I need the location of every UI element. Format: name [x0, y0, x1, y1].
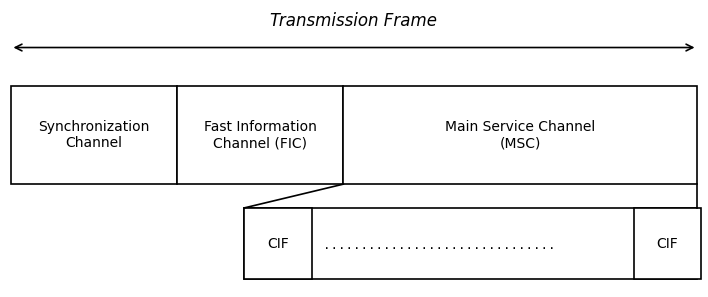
Bar [634, 208, 701, 279]
Bar [343, 86, 697, 184]
Text: Synchronization
Channel: Synchronization Channel [38, 120, 149, 150]
Bar [11, 86, 177, 184]
Text: Transmission Frame: Transmission Frame [270, 12, 438, 30]
Bar [177, 86, 343, 184]
Bar [244, 208, 312, 279]
Bar [244, 208, 697, 279]
Text: ...............................: ............................... [323, 238, 555, 252]
Text: Main Service Channel
(MSC): Main Service Channel (MSC) [445, 120, 595, 150]
Text: CIF: CIF [656, 236, 678, 251]
Text: CIF: CIF [267, 236, 289, 251]
Text: Fast Information
Channel (FIC): Fast Information Channel (FIC) [204, 120, 316, 150]
